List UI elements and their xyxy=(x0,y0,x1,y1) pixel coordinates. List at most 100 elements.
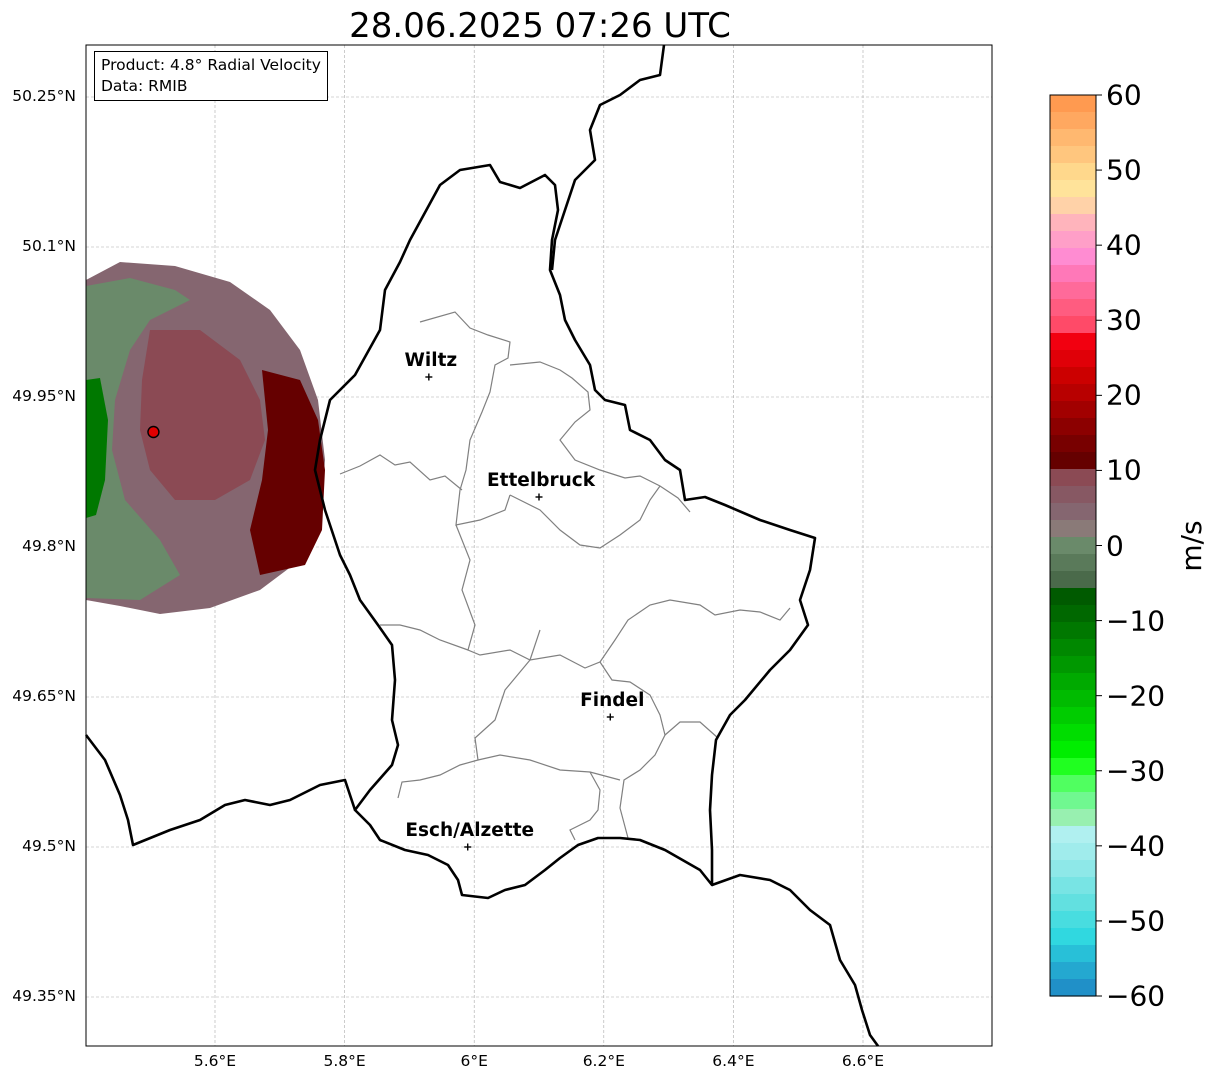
colorbar-segment xyxy=(1050,537,1096,555)
colorbar-segment xyxy=(1050,401,1096,419)
radar-echo-green-sector xyxy=(86,278,190,600)
colorbar-segment xyxy=(1050,452,1096,470)
map-frame xyxy=(85,44,993,1047)
info-data-source: Data: RMIB xyxy=(101,77,188,95)
colorbar-segment xyxy=(1050,248,1096,266)
colorbar-segment xyxy=(1050,792,1096,810)
colorbar-segment xyxy=(1050,486,1096,504)
latitude-label: 49.95°N xyxy=(12,387,76,405)
colorbar-segment xyxy=(1050,979,1096,997)
colorbar-segment xyxy=(1050,911,1096,929)
colorbar-segment xyxy=(1050,112,1096,130)
country-boundaries xyxy=(84,44,880,1047)
colorbar-segment xyxy=(1050,690,1096,708)
radar-echo-strong-negative xyxy=(86,378,108,518)
city-marker xyxy=(535,493,543,501)
colorbar-segment xyxy=(1050,554,1096,572)
colorbar-segment xyxy=(1050,418,1096,436)
radar-echoes xyxy=(86,262,325,614)
radar-site-marker xyxy=(147,425,160,439)
colorbar-segment xyxy=(1050,962,1096,980)
colorbar-segment xyxy=(1050,282,1096,300)
colorbar-segment xyxy=(1050,571,1096,589)
colorbar-tick-label: −20 xyxy=(1106,679,1166,713)
colorbar-segment xyxy=(1050,877,1096,895)
colorbar-tick-label: −10 xyxy=(1106,604,1166,638)
longitude-label: 6.4°E xyxy=(712,1052,755,1070)
colorbar-segment xyxy=(1050,214,1096,232)
colorbar-segment xyxy=(1050,469,1096,487)
colorbar-tick-label: −60 xyxy=(1106,979,1166,1013)
colorbar-segment xyxy=(1050,588,1096,606)
longitude-label: 6°E xyxy=(460,1052,488,1070)
colorbar-segment xyxy=(1050,231,1096,249)
latitude-label: 50.25°N xyxy=(12,87,76,105)
longitude-label: 6.2°E xyxy=(582,1052,625,1070)
colorbar-segment xyxy=(1050,894,1096,912)
latitude-label: 49.35°N xyxy=(12,987,76,1005)
longitude-label: 5.8°E xyxy=(323,1052,366,1070)
city-label: Esch/Alzette xyxy=(405,820,535,841)
colorbar-tick-label: 30 xyxy=(1106,303,1142,337)
colorbar-segment xyxy=(1050,639,1096,657)
colorbar xyxy=(1049,94,1102,997)
colorbar-segment xyxy=(1050,945,1096,963)
colorbar-segment xyxy=(1050,367,1096,385)
colorbar-tick-label: −40 xyxy=(1106,829,1166,863)
colorbar-segment xyxy=(1050,741,1096,759)
colorbar-tick-label: 50 xyxy=(1106,153,1142,187)
latitude-label: 49.65°N xyxy=(12,687,76,705)
colorbar-segment xyxy=(1050,724,1096,742)
colorbar-segment xyxy=(1050,707,1096,725)
colorbar-segment xyxy=(1050,622,1096,640)
colorbar-segment xyxy=(1050,146,1096,164)
city-label: Wiltz xyxy=(404,350,458,371)
colorbar-segment xyxy=(1050,605,1096,623)
colorbar-segment xyxy=(1050,843,1096,861)
colorbar-segment xyxy=(1050,656,1096,674)
colorbar-unit: m/s xyxy=(1175,520,1207,572)
colorbar-tick-label: 60 xyxy=(1106,78,1142,112)
colorbar-segment xyxy=(1050,860,1096,878)
radar-echo-darkred-band xyxy=(250,370,325,575)
colorbar-segment xyxy=(1050,435,1096,453)
city-label: Ettelbruck xyxy=(486,470,596,491)
colorbar-segment xyxy=(1050,758,1096,776)
map-title: 28.06.2025 07:26 UTC xyxy=(349,6,731,46)
colorbar-segment xyxy=(1050,350,1096,368)
colorbar-tick-label: 20 xyxy=(1106,378,1142,412)
colorbar-segment xyxy=(1050,180,1096,198)
colorbar-segment xyxy=(1050,809,1096,827)
colorbar-tick-label: 40 xyxy=(1106,228,1142,262)
colorbar-tick-label: 10 xyxy=(1106,453,1142,487)
colorbar-segment xyxy=(1050,316,1096,334)
colorbar-segment xyxy=(1050,384,1096,402)
colorbar-segment xyxy=(1050,129,1096,147)
colorbar-segment xyxy=(1050,95,1096,113)
longitude-label: 6.6°E xyxy=(841,1052,885,1070)
radar-echo-inner-pink xyxy=(140,330,265,500)
info-box: Product: 4.8° Radial Velocity Data: RMIB xyxy=(94,51,328,101)
longitude-label: 5.6°E xyxy=(193,1052,237,1070)
colorbar-segment xyxy=(1050,775,1096,793)
latitude-label: 49.5°N xyxy=(22,837,76,855)
latitude-label: 49.8°N xyxy=(22,537,76,555)
city-label: Findel xyxy=(580,690,645,711)
colorbar-segment xyxy=(1050,503,1096,521)
latitude-label: 50.1°N xyxy=(22,237,76,255)
colorbar-segment xyxy=(1050,197,1096,215)
colorbar-segment xyxy=(1050,928,1096,946)
colorbar-tick-label: −50 xyxy=(1106,904,1166,938)
colorbar-segment xyxy=(1050,333,1096,351)
info-product: Product: 4.8° Radial Velocity xyxy=(101,56,321,74)
colorbar-tick-label: −30 xyxy=(1106,754,1166,788)
colorbar-segment xyxy=(1050,299,1096,317)
colorbar-segment xyxy=(1050,163,1096,181)
city-markers xyxy=(425,373,614,851)
colorbar-segment xyxy=(1050,673,1096,691)
colorbar-segment xyxy=(1050,520,1096,538)
city-marker xyxy=(606,713,614,721)
city-marker xyxy=(464,843,472,851)
city-marker xyxy=(425,373,433,381)
